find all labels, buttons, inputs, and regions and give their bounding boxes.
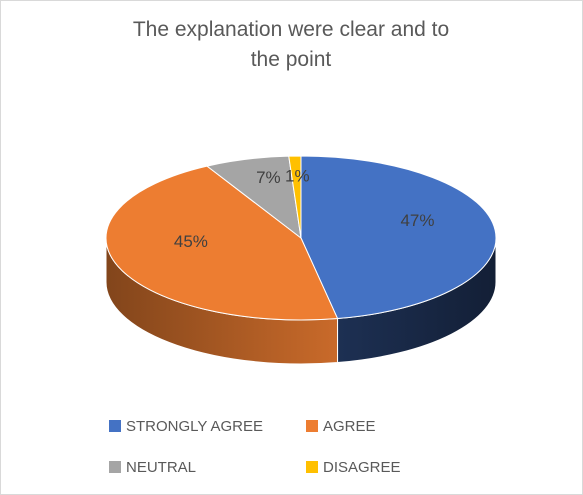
data-label: 47% — [400, 211, 434, 230]
pie-slice — [288, 155, 302, 239]
pie-slice — [300, 155, 497, 320]
legend-label: NEUTRAL — [126, 459, 196, 476]
data-label: 45% — [174, 232, 208, 251]
data-label: 1% — [285, 166, 310, 185]
legend-label: DISAGREE — [323, 459, 401, 476]
chart-title: The explanation were clear and to the po… — [132, 18, 450, 71]
legend-label: AGREE — [323, 418, 376, 435]
legend-label: STRONGLY AGREE — [126, 418, 263, 435]
legend-swatch — [306, 420, 318, 432]
legend-swatch — [306, 461, 318, 473]
legend-swatch — [109, 461, 121, 473]
pie-slice — [105, 165, 339, 321]
legend-swatch — [109, 420, 121, 432]
data-label: 7% — [256, 168, 281, 187]
